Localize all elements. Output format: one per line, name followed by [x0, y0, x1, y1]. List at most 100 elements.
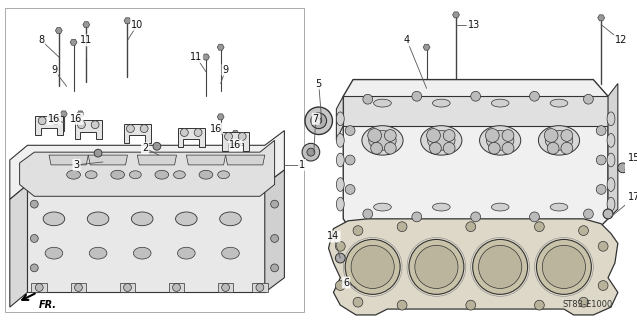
Ellipse shape [433, 203, 450, 211]
Text: 5: 5 [315, 78, 322, 89]
Circle shape [31, 264, 38, 272]
Polygon shape [423, 44, 430, 50]
Ellipse shape [131, 212, 153, 226]
Circle shape [316, 118, 322, 124]
Text: 9: 9 [222, 65, 229, 75]
Ellipse shape [111, 170, 125, 179]
Text: 16: 16 [70, 114, 83, 124]
Circle shape [222, 284, 229, 292]
Circle shape [429, 142, 441, 154]
Text: 8: 8 [38, 35, 44, 45]
Ellipse shape [607, 133, 615, 147]
Circle shape [31, 235, 38, 242]
Polygon shape [222, 132, 249, 151]
Polygon shape [77, 111, 84, 117]
Text: 3: 3 [73, 160, 80, 170]
Polygon shape [217, 44, 224, 50]
Circle shape [345, 126, 355, 135]
Circle shape [194, 129, 202, 136]
Text: 9: 9 [51, 65, 57, 75]
Polygon shape [232, 131, 239, 137]
Polygon shape [10, 185, 27, 307]
Circle shape [353, 226, 363, 236]
Ellipse shape [374, 203, 391, 211]
Circle shape [140, 125, 148, 132]
Circle shape [271, 264, 278, 272]
Text: 16: 16 [210, 124, 222, 134]
Text: 6: 6 [343, 277, 349, 288]
Polygon shape [252, 283, 268, 292]
Ellipse shape [550, 99, 568, 107]
Circle shape [536, 239, 591, 294]
Ellipse shape [607, 112, 615, 126]
Polygon shape [225, 155, 265, 165]
Circle shape [345, 239, 400, 294]
Text: FR.: FR. [39, 300, 57, 310]
Circle shape [561, 142, 573, 154]
Text: 1: 1 [299, 160, 305, 170]
Circle shape [35, 284, 43, 292]
Circle shape [94, 149, 102, 157]
Text: ST83-E1000: ST83-E1000 [562, 300, 613, 309]
Ellipse shape [336, 197, 344, 211]
Ellipse shape [607, 197, 615, 211]
Circle shape [583, 94, 593, 104]
Polygon shape [49, 155, 89, 165]
Polygon shape [31, 283, 47, 292]
Ellipse shape [178, 247, 195, 259]
Polygon shape [61, 111, 67, 117]
Ellipse shape [487, 131, 514, 150]
Circle shape [271, 200, 278, 208]
Ellipse shape [45, 247, 63, 259]
Circle shape [547, 142, 559, 154]
Ellipse shape [89, 247, 107, 259]
Text: 7: 7 [313, 114, 319, 124]
Circle shape [371, 142, 382, 154]
Circle shape [91, 121, 99, 129]
Ellipse shape [369, 131, 396, 150]
Ellipse shape [129, 171, 141, 179]
Circle shape [305, 107, 333, 134]
Circle shape [598, 241, 608, 251]
Circle shape [596, 126, 606, 135]
Circle shape [534, 222, 544, 232]
Ellipse shape [218, 171, 229, 179]
Text: 12: 12 [615, 35, 627, 45]
Circle shape [180, 129, 189, 136]
Polygon shape [187, 155, 225, 165]
Circle shape [478, 245, 522, 288]
Circle shape [583, 209, 593, 219]
Polygon shape [124, 18, 131, 24]
Polygon shape [608, 84, 618, 219]
Ellipse shape [480, 126, 521, 155]
Circle shape [412, 212, 422, 222]
Circle shape [353, 297, 363, 307]
Circle shape [271, 235, 278, 242]
Ellipse shape [433, 99, 450, 107]
Ellipse shape [491, 99, 509, 107]
Circle shape [427, 129, 440, 142]
Polygon shape [178, 128, 205, 147]
Circle shape [31, 200, 38, 208]
Circle shape [502, 130, 514, 141]
Circle shape [443, 142, 455, 154]
Ellipse shape [336, 133, 344, 147]
Polygon shape [120, 283, 135, 292]
Polygon shape [55, 28, 62, 34]
Circle shape [345, 155, 355, 165]
Circle shape [397, 222, 407, 232]
Polygon shape [453, 12, 459, 18]
Text: 14: 14 [327, 231, 340, 242]
Circle shape [124, 284, 131, 292]
Polygon shape [169, 283, 184, 292]
Circle shape [443, 130, 455, 141]
Ellipse shape [374, 99, 391, 107]
Circle shape [502, 142, 514, 154]
Text: 16: 16 [229, 140, 241, 150]
Circle shape [473, 239, 527, 294]
Circle shape [351, 245, 394, 288]
Polygon shape [343, 80, 608, 234]
Circle shape [368, 129, 382, 142]
Ellipse shape [607, 178, 615, 191]
Circle shape [466, 222, 476, 232]
